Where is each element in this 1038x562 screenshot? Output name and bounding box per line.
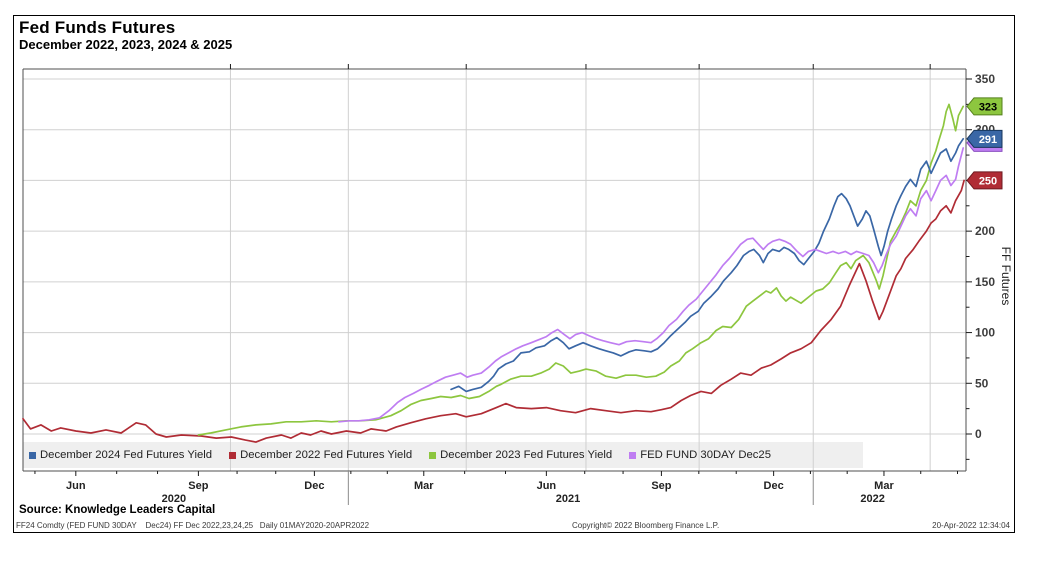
legend-marker-dec-2022 [229, 451, 237, 459]
y-tick-label: 100 [975, 326, 995, 340]
series-line-dec-2022 [22, 179, 965, 443]
x-tick-label: Jun [537, 480, 557, 492]
x-tick-label: Sep [651, 480, 671, 492]
y-axis-title: FF Futures [999, 247, 1013, 306]
y-tick-label: 150 [975, 275, 995, 289]
price-badge-dec-2024: 291 [966, 129, 1003, 148]
axis-frame [22, 68, 967, 472]
x-tick-label: Dec [764, 480, 784, 492]
year-label: 2022 [860, 493, 884, 505]
x-tick-label: Jun [66, 480, 86, 492]
source-attribution: Source: Knowledge Leaders Capital [19, 504, 216, 516]
y-tick-label: 350 [975, 72, 995, 86]
year-label: 2021 [556, 493, 580, 505]
legend-label-dec-2022: December 2022 Fed Futures Yield [240, 449, 413, 461]
legend: December 2024 Fed Futures Yield December … [29, 442, 869, 468]
axis-ticks [34, 64, 972, 476]
legend-marker-dec-2023 [429, 451, 437, 459]
series-line-dec-2023 [197, 103, 965, 436]
y-tick-label: 200 [975, 224, 995, 238]
legend-marker-dec-2024 [29, 451, 36, 459]
legend-band [23, 442, 863, 468]
legend-item-dec-2022: December 2022 Fed Futures Yield [229, 449, 412, 461]
x-tick-label: Sep [188, 480, 208, 492]
chart-header: Fed Funds Futures December 2022, 2023, 2… [19, 18, 232, 52]
price-badge-dec-2023: 323 [966, 97, 1003, 116]
x-axis-labels: Jun Sep Dec Mar Jun Sep Dec Mar 2020 2021 2022 [66, 480, 894, 505]
legend-label-dec-2024: December 2024 Fed Futures Yield [40, 449, 213, 461]
y-axis-labels: 050100150200250300350 [975, 72, 995, 441]
chart-subtitle: December 2022, 2023, 2024 & 2025 [19, 36, 233, 52]
price-badge-dec-2022: 250 [966, 171, 1003, 190]
terminal-copyright: Copyright© 2022 Bloomberg Finance L.P. [572, 521, 720, 530]
legend-item-dec-2025: FED FUND 30DAY Dec25 [629, 449, 771, 461]
plot-area: 050100150200250300350FF FuturesJunSepDec… [22, 64, 1013, 505]
terminal-timestamp: 20-Apr-2022 12:34:04 [932, 521, 1010, 530]
x-tick-label: Mar [874, 480, 894, 492]
chart-frame: Fed Funds Futures December 2022, 2023, 2… [13, 15, 1015, 533]
legend-label-dec-2023: December 2023 Fed Futures Yield [440, 449, 613, 461]
series-line-dec-2025 [338, 147, 965, 423]
x-tick-label: Mar [414, 480, 434, 492]
series-line-dec-2024 [450, 137, 965, 393]
price-badge-value: 291 [979, 134, 997, 146]
legend-marker-dec-2025 [629, 451, 637, 459]
legend-label-dec-2025: FED FUND 30DAY Dec25 [640, 449, 771, 461]
x-tick-label: Dec [304, 480, 324, 492]
y-tick-label: 50 [975, 376, 989, 390]
price-badge-value: 250 [979, 175, 997, 187]
gridlines [23, 69, 966, 471]
terminal-ticker-info: FF24 Comdty (FED FUND 30DAY Dec24) FF De… [16, 521, 370, 530]
year-label: 2020 [162, 493, 186, 505]
chart-title: Fed Funds Futures [19, 18, 176, 37]
legend-item-dec-2024: December 2024 Fed Futures Yield [29, 449, 212, 461]
price-badge-value: 323 [979, 101, 997, 113]
terminal-footer: FF24 Comdty (FED FUND 30DAY Dec24) FF De… [14, 520, 1014, 533]
y-tick-label: 0 [975, 427, 982, 441]
legend-item-dec-2023: December 2023 Fed Futures Yield [429, 449, 612, 461]
